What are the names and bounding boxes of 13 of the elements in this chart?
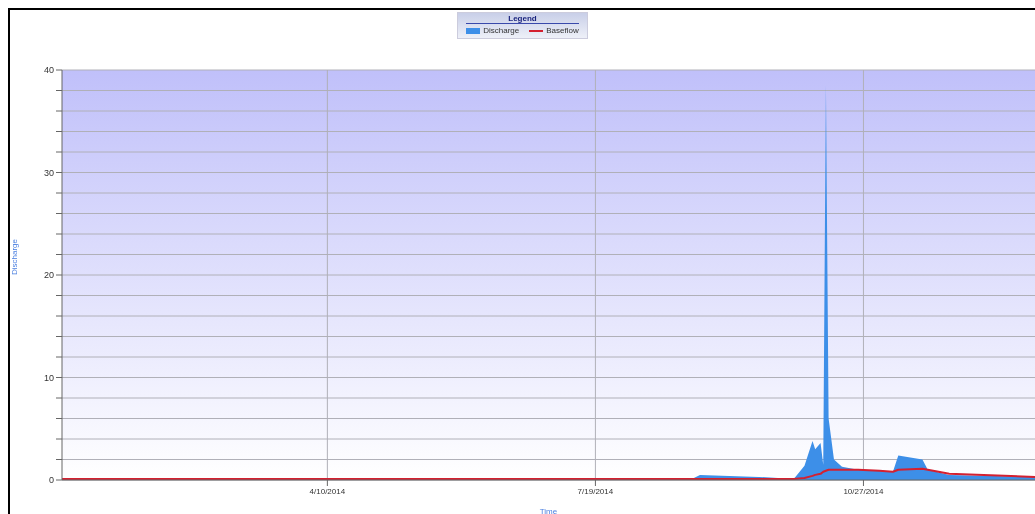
legend-title: Legend: [466, 14, 579, 24]
x-axis-title: Time: [539, 507, 558, 514]
x-tick-label: 10/27/2014: [843, 486, 885, 496]
legend-label: Discharge: [482, 26, 520, 35]
x-tick-label: 4/10/2014: [309, 486, 346, 496]
y-tick-label: 10: [43, 372, 54, 383]
x-tick-label: 7/19/2014: [577, 486, 614, 496]
legend-label: Baseflow: [545, 26, 579, 35]
y-tick-label: 40: [43, 65, 54, 76]
y-tick-label: 30: [43, 167, 54, 178]
y-axis-title: Discharge: [9, 238, 19, 275]
y-tick-label: 0: [48, 475, 54, 486]
y-tick-label: 20: [43, 270, 54, 281]
